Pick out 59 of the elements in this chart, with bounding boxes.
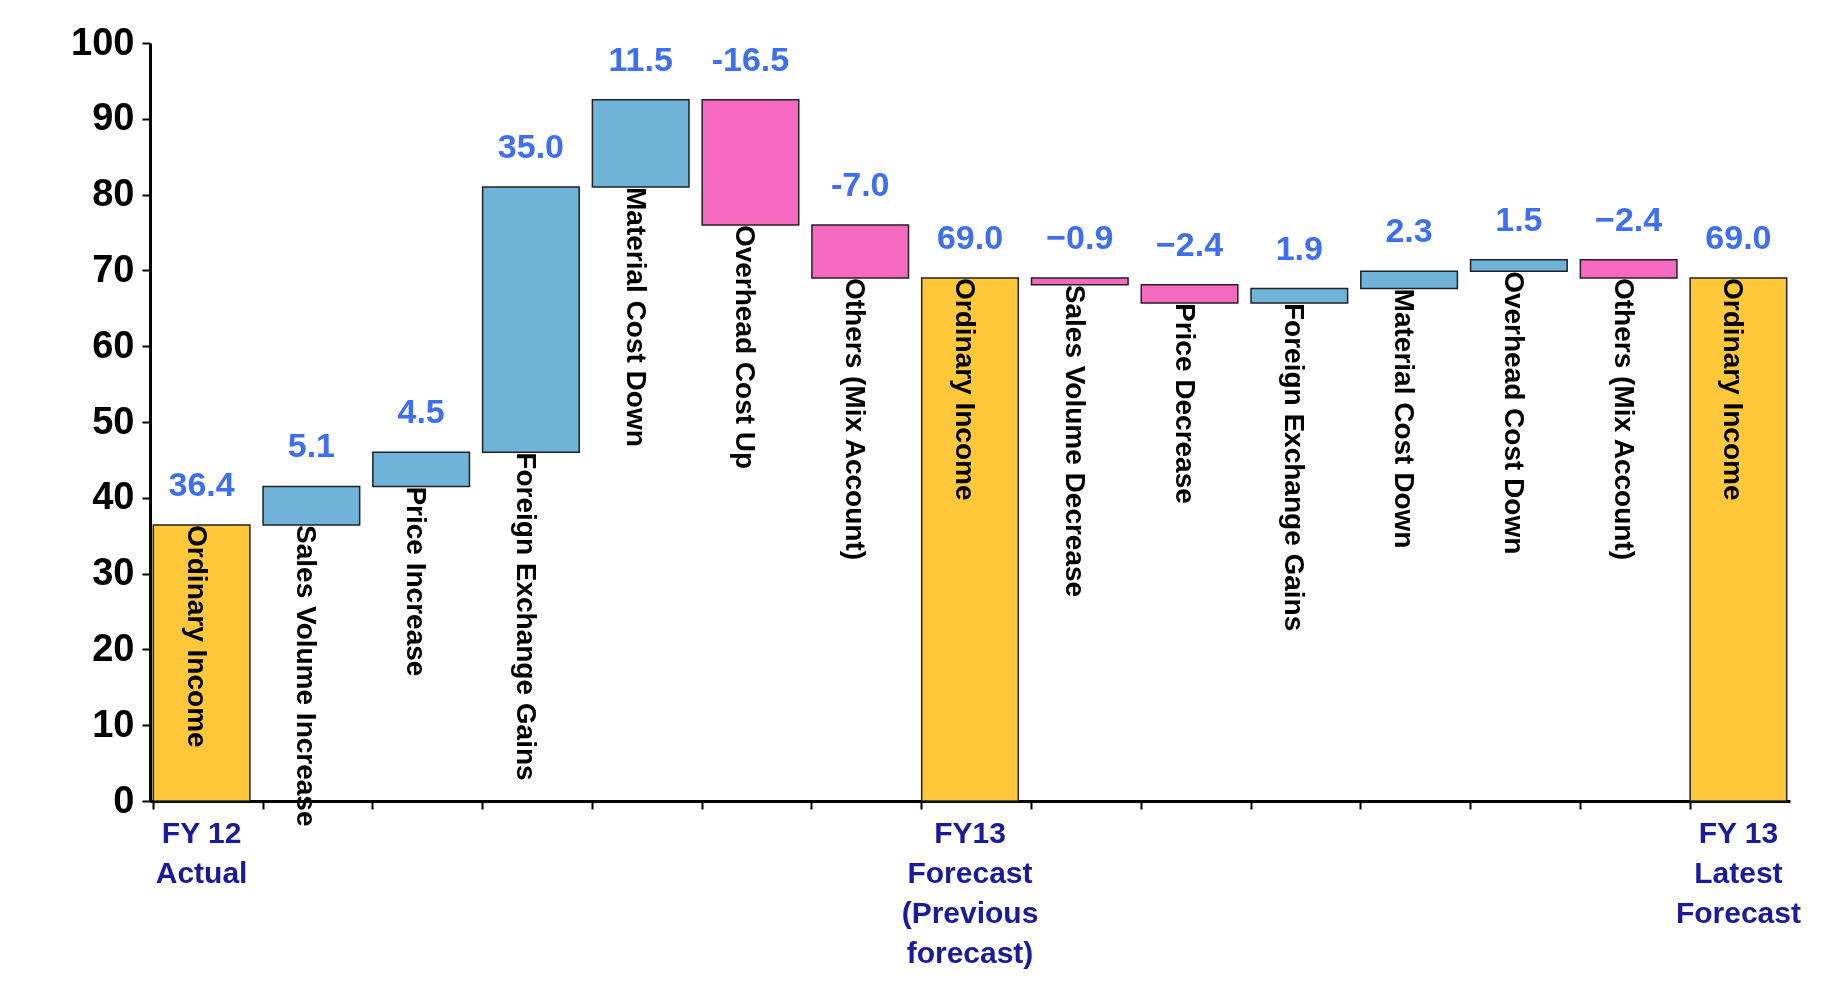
bar [1140, 284, 1239, 304]
bar [372, 451, 471, 488]
y-tick-label: 50 [92, 399, 135, 442]
y-tick-label: 30 [92, 551, 135, 594]
data-label: −2.4 [1595, 199, 1663, 238]
x-tick-label: Ordinary Income [950, 277, 981, 501]
y-tick-label: 20 [92, 626, 135, 669]
x-tick-label: Overhead Cost Down [1498, 271, 1530, 555]
text: FY 13 Latest Forecast [1675, 816, 1801, 929]
x-tick-label: Foreign Exchange Gains [1279, 302, 1311, 632]
data-label: 1.5 [1495, 199, 1543, 238]
data-label: 35.0 [497, 127, 564, 166]
x-tick-label: Ordinary Income [181, 525, 213, 748]
data-label: −0.9 [1046, 217, 1114, 256]
x-tick-label: Foreign Exchange Gains [510, 452, 542, 781]
x-tick-label: Sales Volume Decrease [1059, 284, 1091, 598]
data-label: −2.4 [1155, 224, 1224, 263]
data-label: -7.0 [830, 164, 890, 203]
bar [1689, 277, 1788, 802]
bar [1579, 259, 1678, 279]
bar [591, 99, 690, 188]
x-tick-label: Sales Volume Increase [291, 525, 323, 827]
y-tick-label: 80 [92, 172, 135, 215]
bar [701, 99, 800, 226]
y-tick-label: 40 [92, 475, 135, 518]
x-tick-label: Ordinary Income [1718, 277, 1750, 501]
data-label: 11.5 [608, 39, 673, 78]
data-label: 1.9 [1275, 228, 1323, 267]
x-tick-label: Overhead Cost Up [730, 224, 762, 470]
x-tick-label: Material Cost Down [1389, 288, 1421, 549]
bar [1469, 259, 1568, 272]
data-label: 4.5 [397, 392, 445, 431]
data-label: 5.1 [287, 426, 335, 465]
y-tick-label: 0 [113, 778, 135, 821]
x-tick-label: Price Increase [401, 486, 433, 677]
y-tick-label: 70 [92, 247, 135, 290]
bar [1030, 277, 1129, 286]
x-tick-label: Material Cost Down [620, 187, 652, 447]
x-tick-label: Price Decrease [1169, 302, 1201, 504]
data-label: 69.0 [1705, 217, 1772, 256]
y-tick-label: 60 [92, 323, 135, 366]
text: FY13 Forecast (Previous forecast) [901, 816, 1039, 969]
bar [262, 485, 361, 526]
bar [1250, 287, 1349, 304]
y-tick-label: 10 [92, 702, 135, 745]
data-label: 36.4 [168, 465, 235, 504]
data-label: 2.3 [1385, 211, 1433, 250]
x-tick-label: Others (Mix Account) [840, 277, 872, 561]
y-tick-label: 100 [71, 20, 135, 63]
y-tick-label: 90 [92, 96, 135, 139]
bar [152, 524, 251, 802]
data-label: 69.0 [936, 217, 1004, 256]
bar [811, 224, 910, 279]
data-label: -16.5 [711, 39, 790, 78]
bar [1360, 270, 1459, 290]
bar [920, 277, 1020, 802]
text: FY 12 Actual [155, 816, 248, 889]
bar [481, 186, 580, 454]
x-tick-label: Others (Mix Account) [1608, 277, 1640, 561]
